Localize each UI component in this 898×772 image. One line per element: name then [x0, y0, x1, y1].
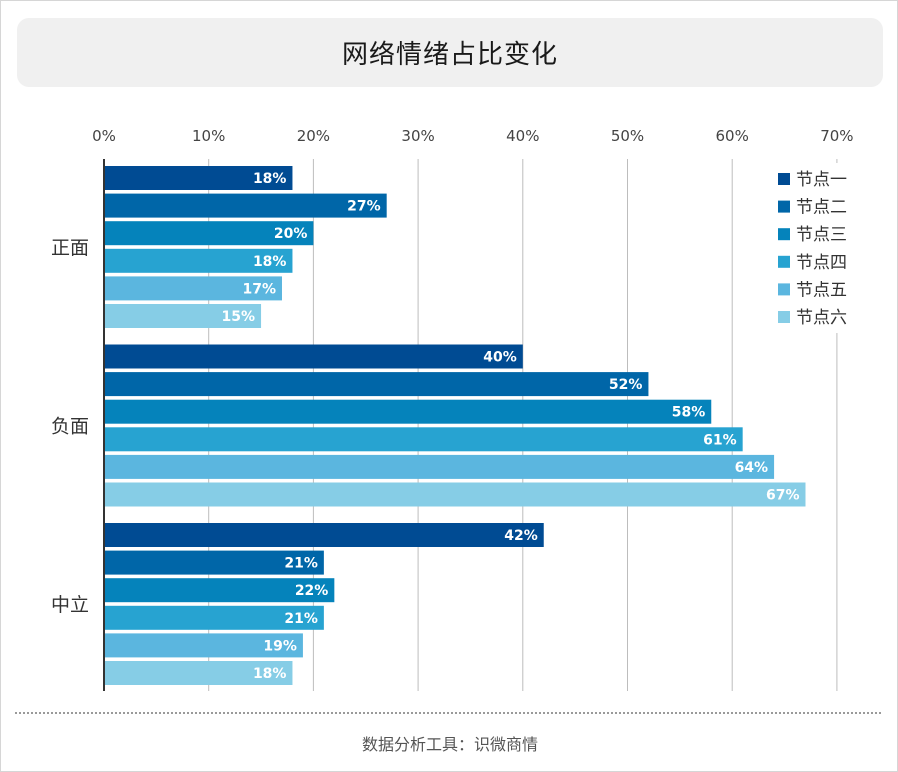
- x-tick-label: 10%: [192, 127, 225, 145]
- bar: [104, 248, 293, 273]
- bar-value-label: 18%: [253, 666, 287, 682]
- category-label: 中立: [51, 594, 89, 616]
- footer-divider: [15, 712, 881, 714]
- legend-label: 节点五: [796, 280, 847, 300]
- bar-value-label: 22%: [295, 583, 329, 599]
- bar: [104, 304, 262, 328]
- legend-label: 节点六: [796, 308, 847, 328]
- bar: [104, 372, 649, 397]
- bar: [104, 221, 314, 246]
- legend-label: 节点四: [796, 253, 847, 273]
- x-tick-label: 30%: [401, 127, 434, 145]
- bar-value-label: 61%: [703, 432, 737, 448]
- category-label: 负面: [51, 416, 89, 438]
- bar-chart: 0% 10% 20% 30% 40% 50% 60% 70% 18% 27% 20% 18% 17% 15…: [51, 127, 861, 691]
- legend-swatch: [778, 173, 790, 185]
- x-tick-label: 70%: [820, 127, 853, 145]
- x-tick-label: 20%: [297, 127, 330, 145]
- bar: [104, 399, 712, 424]
- bar: [104, 454, 775, 479]
- bar-value-label: 19%: [263, 638, 297, 654]
- footer-source: 数据分析工具：识微商情: [361, 735, 538, 754]
- bar: [104, 427, 743, 452]
- x-tick-label: 40%: [506, 127, 539, 145]
- bar: [104, 482, 806, 507]
- bar-value-label: 52%: [609, 377, 643, 393]
- legend-swatch: [778, 283, 790, 296]
- bar-value-label: 18%: [253, 171, 287, 187]
- bar: [104, 193, 387, 218]
- bar: [104, 344, 523, 369]
- bar: [104, 661, 293, 685]
- x-tick-label: 50%: [611, 127, 644, 145]
- bar: [104, 605, 324, 630]
- bar: [104, 523, 544, 547]
- legend-swatch: [778, 255, 790, 268]
- bar-value-label: 27%: [347, 199, 381, 215]
- bar: [104, 550, 324, 575]
- legend-swatch: [778, 311, 790, 323]
- bar: [104, 578, 335, 603]
- bar-value-label: 67%: [766, 488, 800, 504]
- chart-title: 网络情绪占比变化: [341, 40, 558, 70]
- bar-value-label: 21%: [284, 556, 318, 572]
- title-bar: 网络情绪占比变化: [17, 18, 883, 87]
- bar: [104, 633, 303, 658]
- legend-swatch: [778, 228, 790, 241]
- legend-label: 节点一: [796, 170, 847, 190]
- bar-value-label: 21%: [284, 611, 318, 627]
- legend-swatch: [778, 200, 790, 213]
- legend-label: 节点三: [796, 225, 847, 245]
- bar-value-label: 58%: [672, 405, 706, 421]
- category-label: 正面: [51, 237, 89, 259]
- legend-label: 节点二: [796, 198, 847, 218]
- bar-value-label: 64%: [735, 460, 769, 476]
- bar-value-label: 17%: [242, 281, 276, 297]
- x-tick-label: 0%: [92, 127, 116, 145]
- bar-value-label: 20%: [274, 226, 308, 242]
- bar-value-label: 18%: [253, 254, 287, 270]
- legend-background: [769, 163, 861, 333]
- bar: [104, 276, 282, 301]
- bar-value-label: 15%: [222, 309, 256, 325]
- bar-value-label: 40%: [483, 350, 517, 366]
- x-tick-label: 60%: [716, 127, 749, 145]
- bar-value-label: 42%: [504, 528, 538, 544]
- bar: [104, 166, 293, 190]
